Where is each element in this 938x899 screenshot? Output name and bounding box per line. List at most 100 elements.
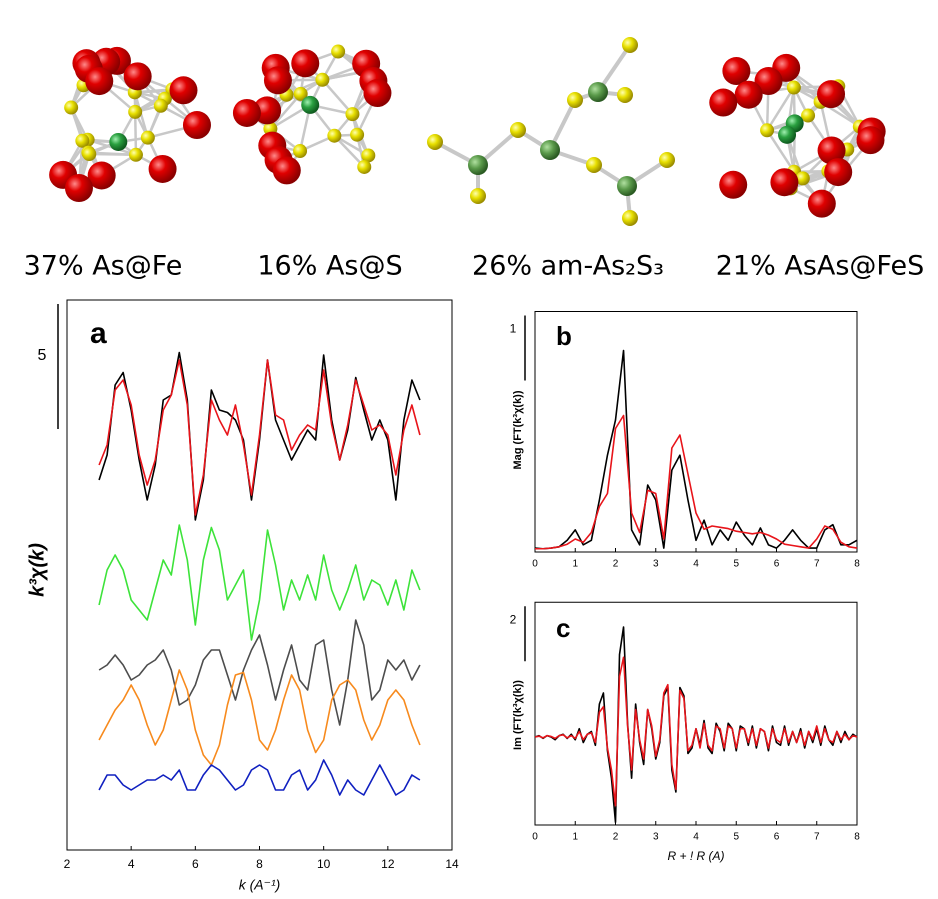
atom [327,129,341,143]
atom [709,89,737,117]
atom [82,147,96,161]
y-axis-label: Im (FT(k³χ(k)) [512,680,524,750]
x-tick-label: 5 [733,559,739,570]
data-line [99,525,420,640]
atom [586,157,602,173]
x-tick-label: 2 [613,559,619,570]
atom [85,67,113,95]
atom [141,131,155,145]
x-tick-label: 3 [653,559,659,570]
atom [808,190,836,218]
atom [817,80,845,108]
atom [301,96,319,114]
x-tick-label: 14 [445,857,459,871]
atom [129,148,143,162]
atom [331,45,345,59]
atom [735,81,763,109]
atom [778,126,796,144]
data-line [99,670,420,765]
atom [169,76,197,104]
atom [65,174,93,202]
atom [659,152,675,168]
x-axis-label: R + ! R (A) [667,849,724,863]
x-tick-label: 6 [192,857,199,871]
atom [363,79,391,107]
x-tick-label: 12 [381,857,395,871]
atom [540,140,560,160]
atom [345,107,359,121]
x-tick-label: 4 [693,832,699,843]
atom [588,82,608,102]
atom [617,176,637,196]
x-tick-label: 0 [532,832,538,843]
atom [824,158,852,186]
atom [233,99,261,127]
x-tick-label: 8 [854,832,860,843]
x-tick-label: 6 [774,559,780,570]
atom [787,81,801,95]
atom [183,111,211,139]
x-tick-label: 2 [64,857,71,871]
atom [760,123,774,137]
x-tick-label: 10 [317,857,331,871]
y-axis-label: k³χ(k) [26,543,48,597]
data-line [535,351,857,549]
x-tick-label: 0 [532,559,538,570]
atom [617,87,633,103]
atom [350,128,364,142]
page: {"structures": [{"label": "37% As@Fe"}, … [0,0,938,899]
panel-label: a [90,317,107,350]
data-line [99,620,420,725]
atom [124,62,152,90]
atom [109,133,127,151]
x-tick-label: 8 [854,559,860,570]
x-tick-label: 7 [814,832,820,843]
atom [427,134,443,150]
x-tick-label: 1 [572,559,578,570]
atom [567,92,583,108]
x-tick-label: 8 [256,857,263,871]
atom [622,210,638,226]
atom [468,155,488,175]
atom [273,156,301,184]
atom [293,144,307,158]
atom [510,122,526,138]
data-line [535,627,857,822]
data-line [535,657,857,806]
x-tick-label: 6 [774,832,780,843]
atom [770,168,798,196]
atom [149,155,177,183]
x-axis-label: k (A⁻¹) [239,877,281,893]
data-line [535,416,857,549]
data-line [99,760,420,795]
atom [291,49,319,77]
panel-label: c [556,613,570,643]
plot-frame [535,602,857,825]
scale-bar-label: 1 [510,322,517,336]
x-tick-label: 7 [814,559,820,570]
atom [722,57,750,85]
atom [470,188,486,204]
atom [75,134,89,148]
atom [856,126,884,154]
scale-bar-label: 5 [38,347,47,364]
panel-label: b [556,321,572,351]
x-tick-label: 1 [572,832,578,843]
x-tick-label: 4 [693,559,699,570]
atom [264,66,292,94]
x-tick-label: 2 [613,832,619,843]
scale-bar-label: 2 [510,612,517,626]
structure-caption: 16% As@S [257,251,402,282]
structure-caption: 21% AsAs@FeS [716,251,924,282]
atom [315,73,329,87]
structures [49,37,886,226]
atom [154,99,168,113]
x-tick-label: 5 [733,832,739,843]
atom [128,105,142,119]
plot-frame [535,312,857,553]
atom [64,101,78,115]
atom [719,171,747,199]
atom [622,37,638,53]
x-tick-label: 4 [128,857,135,871]
structure-caption: 26% am-As₂S₃ [472,251,664,282]
